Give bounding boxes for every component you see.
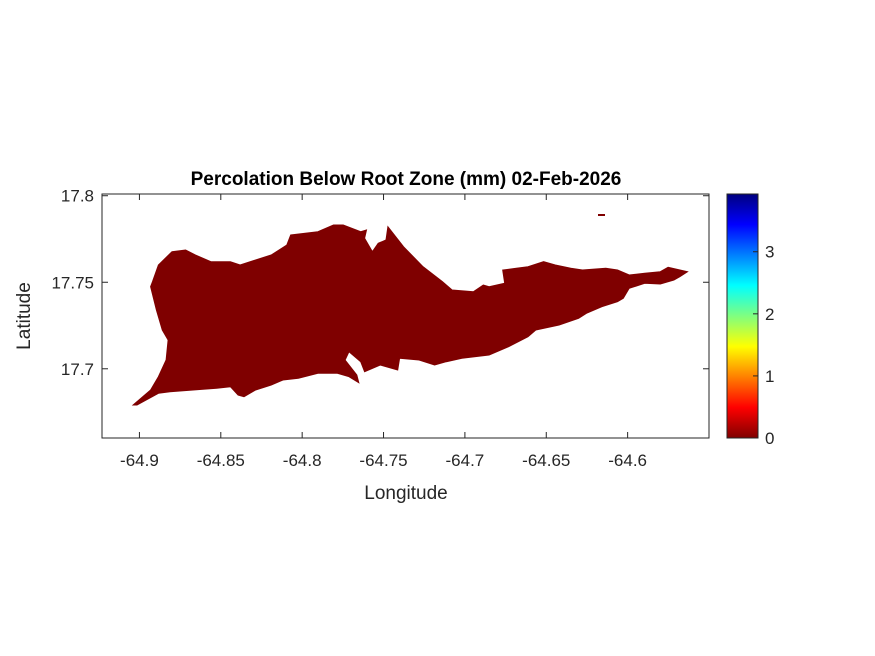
x-axis: -64.9 -64.85 -64.8 -64.75 -64.7 -64.65 -64.6 — [120, 194, 647, 470]
colorbar-tick-label: 2 — [765, 305, 774, 324]
colorbar-tick-label: 3 — [765, 243, 774, 262]
x-tick-label: -64.7 — [446, 451, 485, 470]
y-axis-label: Latitude — [14, 282, 35, 350]
axes-box — [101, 193, 710, 439]
chart-title: Percolation Below Root Zone (mm) 02-Feb-… — [191, 169, 622, 190]
y-tick-label: 17.75 — [51, 273, 94, 292]
y-axis: 17.7 17.75 17.8 — [51, 187, 709, 379]
small-islet-field — [598, 214, 605, 216]
x-tick-label: -64.8 — [283, 451, 322, 470]
x-axis-label: Longitude — [364, 483, 447, 504]
colorbar-ticks: 0 1 2 3 — [753, 243, 774, 448]
island-percolation-field — [131, 224, 689, 406]
colorbar-tick-label: 0 — [765, 429, 774, 448]
x-tick-label: -64.75 — [359, 451, 407, 470]
colorbar — [726, 193, 759, 439]
colorbar-tick-label: 1 — [765, 367, 774, 386]
y-tick-label: 17.7 — [61, 360, 94, 379]
x-tick-label: -64.85 — [197, 451, 245, 470]
x-tick-label: -64.6 — [608, 451, 647, 470]
y-tick-label: 17.8 — [61, 187, 94, 206]
map-plot-area — [131, 214, 689, 406]
x-tick-label: -64.65 — [522, 451, 570, 470]
x-tick-label: -64.9 — [120, 451, 159, 470]
